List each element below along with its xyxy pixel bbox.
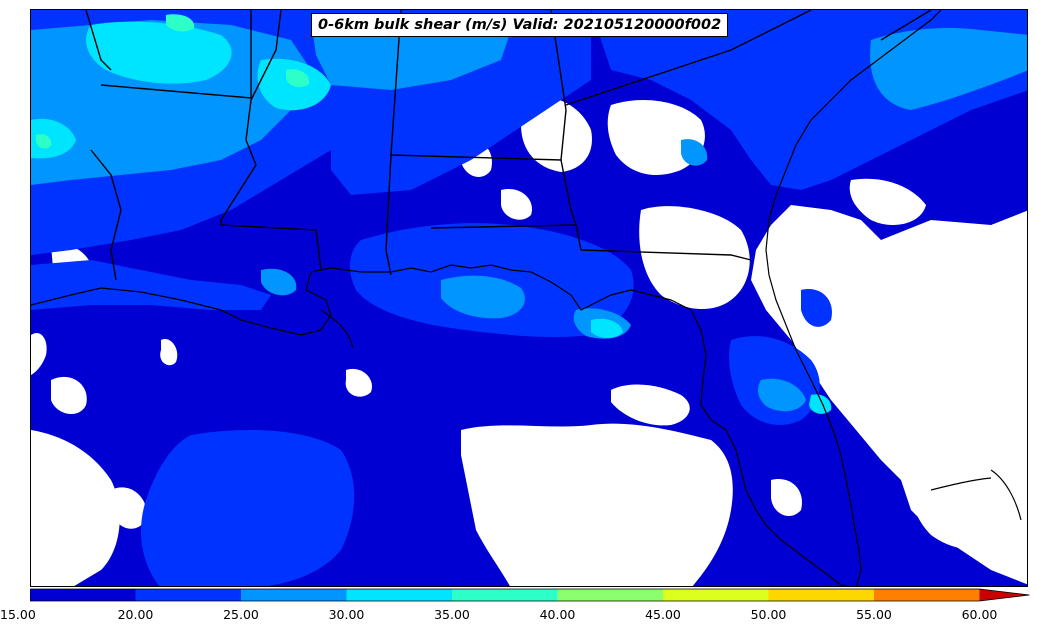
- colorbar-tick-label: 15.00: [0, 607, 36, 622]
- colorbar-segment: [452, 589, 558, 601]
- colorbar: [30, 588, 1030, 602]
- colorbar-segment: [768, 589, 875, 601]
- map-title: 0-6km bulk shear (m/s) Valid: 2021051200…: [311, 13, 729, 37]
- shear-band-30-35: [31, 21, 832, 414]
- colorbar-tick-label: 40.00: [539, 607, 576, 622]
- colorbar-tick-label: 55.00: [856, 607, 892, 622]
- shear-band-35-40: [36, 14, 310, 149]
- colorbar-segment: [874, 589, 980, 601]
- colorbar-segment: [346, 589, 453, 601]
- coastline: [31, 10, 1022, 586]
- colorbar-extend-arrow: [979, 589, 1030, 601]
- colorbar-tick-label: 25.00: [223, 607, 259, 622]
- state-borders: [85, 10, 932, 281]
- colorbar-segment: [30, 589, 136, 601]
- colorbar-tick-label: 45.00: [645, 607, 681, 622]
- shear-map: [31, 10, 1027, 586]
- colorbar-segment: [557, 589, 664, 601]
- colorbar-segment: [241, 589, 347, 601]
- colorbar-tick-label: 60.00: [961, 607, 998, 622]
- colorbar-segment: [135, 589, 242, 601]
- colorbar-tick-label: 30.00: [328, 607, 365, 622]
- map-panel: [30, 9, 1028, 587]
- colorbar-tick-label: 35.00: [434, 607, 470, 622]
- colorbar-tick-label: 50.00: [750, 607, 787, 622]
- colorbar-segment: [663, 589, 769, 601]
- colorbar-outline: [30, 588, 1030, 602]
- no-data-regions: [31, 63, 1027, 586]
- colorbar-tick-label: 20.00: [117, 607, 154, 622]
